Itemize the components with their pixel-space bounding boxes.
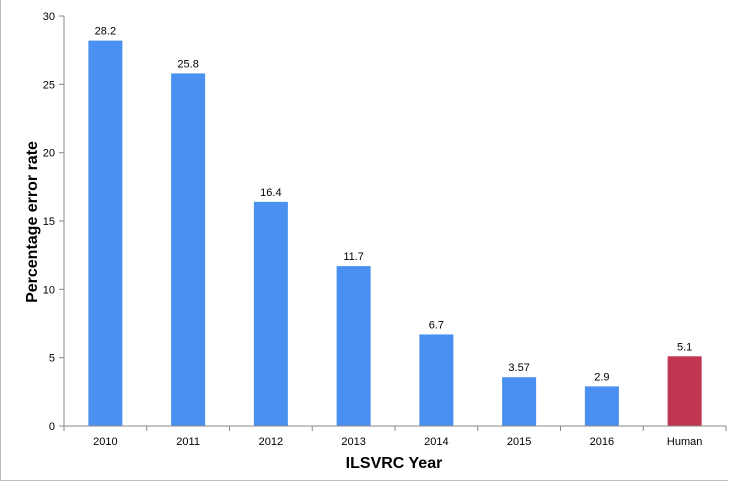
bar-2010: [88, 40, 123, 426]
y-axis: 0 5 10 15 20 25 30: [43, 11, 65, 433]
x-tick-label: 2013: [341, 436, 365, 448]
bars: 28.2 25.8 16.4 11.7 6.7 3.57 2.9 5.1: [88, 26, 702, 427]
data-label: 28.2: [95, 26, 116, 38]
y-tick-label: 0: [49, 421, 55, 433]
data-label: 6.7: [429, 319, 444, 331]
data-label: 5.1: [677, 341, 692, 353]
y-tick-label: 15: [43, 216, 55, 228]
x-axis: 2010 2011 2012 2013 2014 2015 2016 Human: [63, 425, 727, 448]
y-axis-title: Percentage error rate: [24, 141, 41, 303]
bar-2014: [419, 334, 454, 426]
bar-2013: [336, 266, 371, 426]
data-label: 3.57: [508, 362, 529, 374]
y-tick-label: 25: [43, 79, 55, 91]
data-label: 25.8: [177, 58, 198, 70]
bar-2012: [253, 201, 288, 426]
x-tick-label: 2015: [507, 436, 531, 448]
x-tick-label: 2012: [259, 436, 283, 448]
y-tick-label: 30: [43, 11, 55, 23]
y-tick-label: 20: [43, 148, 55, 160]
bar-2016: [584, 386, 619, 426]
x-tick-label: 2016: [590, 436, 614, 448]
x-tick-label: 2011: [176, 436, 200, 448]
x-tick-label: 2014: [424, 436, 448, 448]
x-tick-label: 2010: [93, 436, 117, 448]
bar-2011: [171, 73, 206, 427]
data-label: 11.7: [343, 251, 364, 263]
x-tick-label: Human: [667, 436, 702, 448]
data-label: 16.4: [260, 187, 281, 199]
bar-2015: [502, 377, 537, 426]
y-tick-label: 5: [49, 353, 55, 365]
data-label: 2.9: [594, 371, 609, 383]
bar-human: [667, 356, 702, 426]
y-tick-label: 10: [43, 284, 55, 296]
x-axis-title: ILSVRC Year: [346, 455, 443, 472]
